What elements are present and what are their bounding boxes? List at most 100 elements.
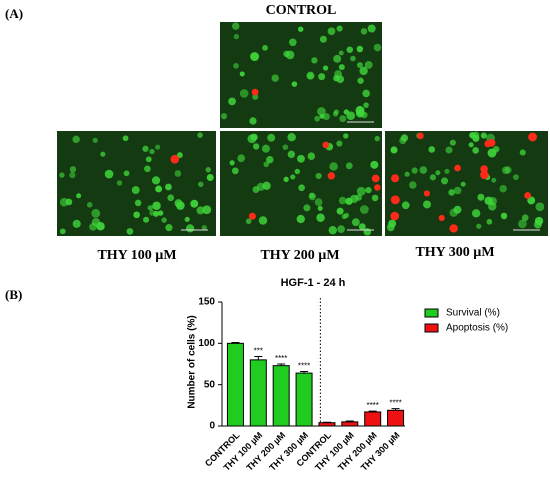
cell — [363, 228, 372, 236]
bar — [318, 422, 336, 427]
cell — [480, 132, 487, 139]
cell — [317, 205, 323, 211]
cell — [249, 117, 257, 125]
cell — [345, 162, 353, 170]
cell — [287, 132, 296, 142]
cell — [476, 223, 482, 229]
cell — [155, 144, 161, 150]
cell — [345, 197, 353, 205]
apoptotic-cell — [322, 141, 330, 149]
cell — [143, 216, 150, 223]
cell — [237, 154, 246, 163]
cell — [258, 216, 268, 225]
cell — [409, 181, 417, 189]
cell — [147, 205, 154, 211]
bar — [249, 359, 267, 427]
bar — [387, 409, 405, 427]
cell — [488, 202, 497, 211]
cell — [231, 167, 239, 175]
apoptotic-cell — [487, 138, 496, 147]
cell — [167, 194, 175, 202]
y-tick-label: 150 — [198, 297, 215, 308]
cell — [318, 73, 326, 81]
cell — [288, 38, 297, 47]
cell — [202, 205, 212, 215]
apoptotic-cell — [248, 212, 256, 220]
cell — [76, 193, 82, 199]
cell — [386, 223, 395, 232]
legend-label: Apoptosis (%) — [446, 323, 508, 334]
legend-swatch — [424, 323, 439, 333]
cell — [247, 134, 257, 144]
cell — [155, 185, 163, 193]
cell — [306, 71, 315, 80]
error-bar — [231, 342, 240, 344]
cell — [190, 199, 199, 208]
cell — [100, 151, 106, 157]
apoptotic-cell — [417, 132, 424, 140]
cell — [535, 202, 545, 212]
micrograph — [220, 131, 382, 236]
cell — [359, 205, 369, 214]
cell — [350, 55, 356, 62]
cell — [367, 24, 376, 33]
cell — [339, 115, 347, 123]
cell — [322, 113, 330, 121]
cell — [311, 57, 318, 64]
cell — [157, 210, 164, 216]
cell — [144, 165, 151, 173]
cell — [92, 137, 98, 143]
y-axis-label: Number of cells (%) — [187, 315, 198, 408]
cell — [441, 177, 449, 185]
cell — [355, 105, 365, 115]
cell — [239, 89, 249, 98]
cell — [220, 113, 228, 120]
significance: **** — [389, 399, 401, 408]
cell — [142, 145, 149, 152]
cell — [69, 166, 77, 173]
cell — [205, 167, 211, 173]
cell — [423, 200, 432, 209]
cell — [370, 160, 379, 169]
cell — [444, 168, 450, 174]
cell — [534, 216, 544, 226]
cell — [297, 154, 305, 163]
cell — [512, 174, 519, 181]
cell — [316, 213, 325, 223]
cell — [322, 65, 329, 71]
cell — [351, 218, 360, 227]
cell — [449, 139, 456, 146]
cell — [298, 26, 304, 32]
cell — [250, 52, 260, 62]
cell — [319, 35, 327, 43]
cell — [239, 71, 245, 77]
legend-label: Survival (%) — [446, 308, 500, 319]
cell — [338, 196, 347, 205]
significance: **** — [298, 362, 310, 371]
cell — [291, 81, 298, 87]
cell — [252, 143, 260, 150]
cell — [263, 161, 269, 168]
cell — [390, 146, 398, 154]
cell — [411, 167, 418, 174]
cell — [266, 155, 274, 164]
cell — [358, 223, 366, 231]
cell — [134, 199, 142, 207]
cell — [165, 224, 173, 232]
panel-label: (A) — [5, 6, 23, 21]
cell — [400, 134, 409, 142]
error-bar — [254, 356, 263, 360]
cell — [231, 22, 240, 30]
cell — [151, 176, 161, 185]
cell — [499, 184, 507, 193]
error-bar — [368, 410, 377, 412]
cell — [309, 192, 315, 199]
cell — [206, 174, 214, 181]
apoptotic-cell — [391, 174, 400, 183]
cell — [298, 184, 305, 192]
apoptotic-cell — [480, 170, 489, 180]
apoptotic-cell — [438, 214, 445, 221]
cell — [59, 172, 65, 178]
cell — [373, 43, 382, 52]
